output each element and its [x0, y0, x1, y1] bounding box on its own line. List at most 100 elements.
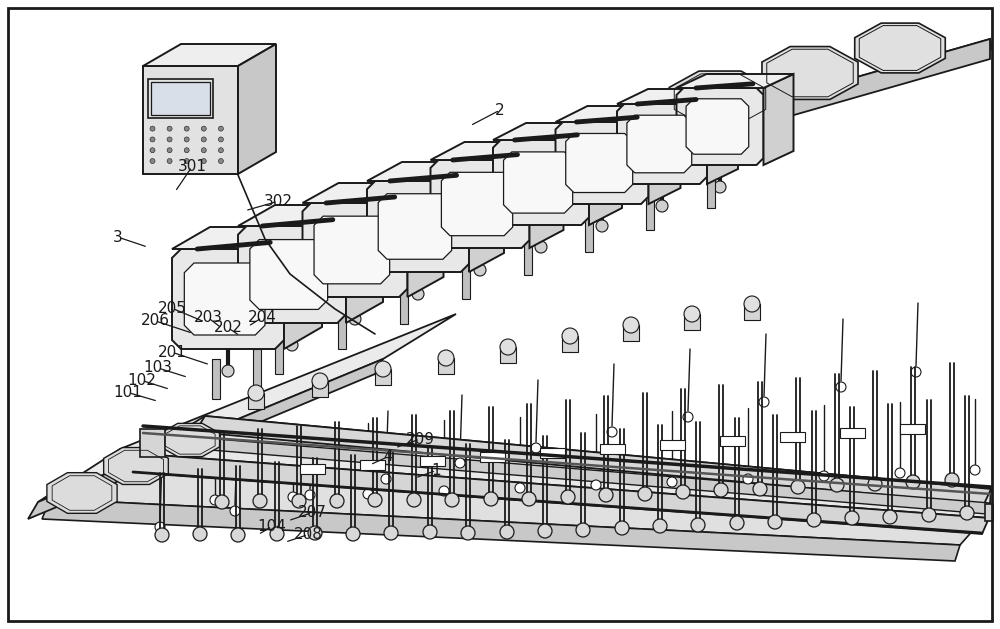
Polygon shape	[840, 428, 865, 438]
Polygon shape	[50, 444, 992, 545]
Circle shape	[576, 523, 590, 537]
Polygon shape	[900, 424, 925, 434]
Circle shape	[683, 412, 693, 422]
Circle shape	[150, 159, 155, 164]
Polygon shape	[562, 336, 578, 352]
Text: 208: 208	[294, 527, 322, 542]
Polygon shape	[250, 240, 328, 309]
Circle shape	[155, 522, 165, 532]
Polygon shape	[707, 169, 715, 208]
Circle shape	[591, 480, 601, 490]
Circle shape	[155, 528, 169, 542]
Text: 205: 205	[158, 301, 186, 316]
Text: 3: 3	[113, 230, 123, 245]
Polygon shape	[762, 47, 858, 99]
Circle shape	[184, 137, 189, 142]
Text: 202: 202	[214, 320, 242, 335]
Polygon shape	[504, 152, 573, 213]
Circle shape	[150, 126, 155, 131]
Circle shape	[484, 492, 498, 506]
Circle shape	[515, 483, 525, 493]
Polygon shape	[556, 106, 680, 122]
Polygon shape	[585, 213, 593, 252]
Circle shape	[193, 527, 207, 541]
Circle shape	[522, 492, 536, 506]
Polygon shape	[195, 416, 991, 504]
Circle shape	[714, 181, 726, 193]
Text: 102: 102	[128, 373, 156, 388]
Circle shape	[599, 488, 613, 502]
Polygon shape	[238, 44, 276, 174]
Circle shape	[286, 339, 298, 351]
Circle shape	[201, 137, 206, 142]
Polygon shape	[104, 447, 168, 484]
Polygon shape	[28, 359, 383, 519]
Polygon shape	[600, 444, 625, 454]
Polygon shape	[360, 460, 385, 470]
Circle shape	[218, 126, 223, 131]
Circle shape	[167, 137, 172, 142]
Circle shape	[407, 493, 421, 507]
Polygon shape	[338, 309, 346, 349]
Polygon shape	[556, 122, 648, 204]
Circle shape	[960, 506, 974, 520]
Polygon shape	[408, 183, 444, 297]
Circle shape	[500, 339, 516, 355]
Polygon shape	[627, 115, 692, 173]
Circle shape	[184, 126, 189, 131]
Text: 2: 2	[495, 103, 505, 118]
Polygon shape	[480, 452, 505, 462]
Circle shape	[270, 527, 284, 541]
Circle shape	[653, 519, 667, 533]
Circle shape	[845, 511, 859, 525]
Circle shape	[684, 306, 700, 322]
Circle shape	[906, 475, 920, 489]
Polygon shape	[253, 349, 261, 389]
Polygon shape	[172, 249, 284, 349]
Circle shape	[656, 200, 668, 212]
Circle shape	[538, 524, 552, 538]
Polygon shape	[314, 216, 390, 284]
Polygon shape	[143, 44, 276, 66]
Text: 101: 101	[114, 385, 142, 400]
Text: 104: 104	[258, 519, 286, 534]
Polygon shape	[172, 227, 322, 249]
Circle shape	[363, 489, 373, 499]
Polygon shape	[47, 472, 117, 513]
Circle shape	[218, 148, 223, 153]
Circle shape	[474, 264, 486, 276]
Circle shape	[381, 474, 391, 484]
Circle shape	[607, 427, 617, 437]
Polygon shape	[469, 162, 504, 272]
Circle shape	[970, 465, 980, 475]
Circle shape	[210, 495, 220, 505]
Text: 207: 207	[298, 505, 326, 520]
Polygon shape	[275, 334, 283, 374]
Circle shape	[730, 516, 744, 530]
Circle shape	[744, 296, 760, 312]
Circle shape	[830, 478, 844, 492]
Circle shape	[561, 490, 575, 504]
Polygon shape	[780, 432, 805, 442]
Polygon shape	[676, 74, 794, 88]
Circle shape	[759, 397, 769, 407]
Polygon shape	[493, 140, 589, 225]
Polygon shape	[42, 499, 960, 561]
Circle shape	[439, 486, 449, 496]
Polygon shape	[184, 263, 265, 335]
Polygon shape	[540, 448, 565, 458]
Polygon shape	[420, 456, 445, 466]
Circle shape	[791, 480, 805, 494]
Circle shape	[819, 471, 829, 481]
Polygon shape	[375, 369, 391, 385]
Text: 209: 209	[406, 431, 434, 447]
Circle shape	[305, 490, 315, 500]
Circle shape	[445, 493, 459, 507]
Text: 204: 204	[248, 310, 276, 325]
Polygon shape	[623, 325, 639, 341]
Polygon shape	[302, 183, 444, 203]
Polygon shape	[248, 393, 264, 409]
Polygon shape	[438, 358, 454, 374]
Polygon shape	[133, 454, 989, 534]
Polygon shape	[617, 89, 738, 104]
